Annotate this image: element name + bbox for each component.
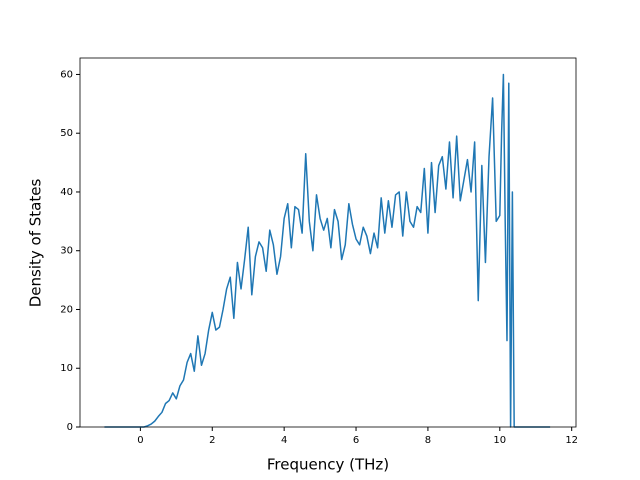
x-tick-label: 10 (493, 435, 506, 446)
y-tick-label: 40 (60, 187, 73, 198)
plot-frame (79, 57, 577, 428)
y-tick-label: 50 (60, 128, 73, 139)
y-tick-label: 10 (60, 363, 73, 374)
y-axis-label: Density of States (27, 179, 45, 308)
x-tick-label: 6 (353, 435, 359, 446)
y-tick-label: 0 (67, 422, 73, 433)
x-tick-label: 12 (565, 435, 578, 446)
y-tick-label: 60 (60, 69, 73, 80)
y-tick-label: 30 (60, 246, 73, 257)
data-line (104, 73, 551, 428)
y-tick-label: 20 (60, 304, 73, 315)
x-tick-label: 2 (209, 435, 215, 446)
x-tick-label: 4 (281, 435, 287, 446)
x-axis-label: Frequency (THz) (267, 456, 389, 474)
x-tick-label: 8 (425, 435, 431, 446)
x-tick-label: 0 (137, 435, 143, 446)
